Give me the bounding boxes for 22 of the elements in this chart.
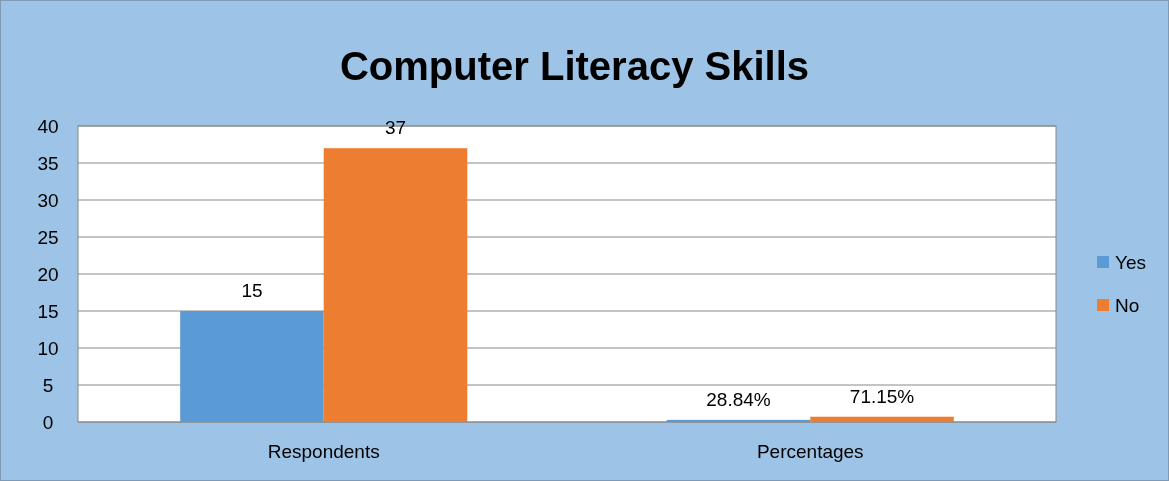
data-label: 37 bbox=[384, 117, 407, 139]
y-tick-label: 5 bbox=[42, 374, 54, 396]
bar bbox=[180, 311, 324, 422]
y-tick-label: 30 bbox=[37, 189, 59, 211]
x-tick-label: Respondents bbox=[267, 441, 380, 462]
y-tick-label: 35 bbox=[37, 152, 59, 174]
y-tick-label: 25 bbox=[37, 226, 59, 248]
x-tick-label: Percentages bbox=[756, 441, 864, 462]
y-tick-label: 40 bbox=[37, 115, 59, 137]
data-label: 71.15% bbox=[849, 385, 915, 407]
data-label: 15 bbox=[241, 280, 263, 301]
legend-label: Yes bbox=[1115, 251, 1146, 273]
y-tick-label: 0 bbox=[42, 411, 54, 433]
chart-title: Computer Literacy Skills bbox=[339, 44, 810, 88]
bar bbox=[666, 419, 811, 422]
y-tick-label: 10 bbox=[37, 337, 59, 359]
bar bbox=[810, 416, 954, 422]
y-tick-label: 20 bbox=[37, 263, 59, 285]
legend-label: No bbox=[1115, 294, 1140, 316]
y-tick-label: 15 bbox=[37, 300, 59, 322]
data-label: 28.84% bbox=[706, 388, 771, 410]
bar bbox=[323, 148, 468, 422]
